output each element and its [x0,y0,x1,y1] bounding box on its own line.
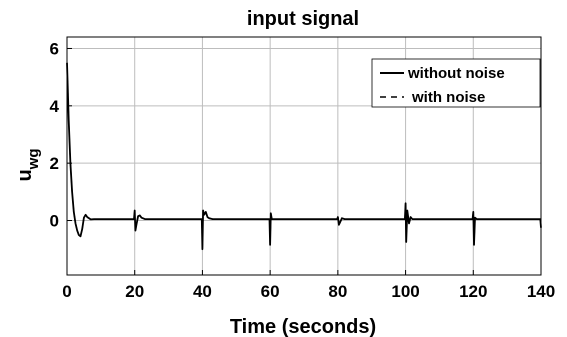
x-tick-label: 100 [391,282,419,301]
series-lines [66,62,542,251]
y-tick-label: 2 [50,154,59,173]
y-tick-label: 6 [50,39,59,58]
x-tick-label: 80 [328,282,347,301]
y-tick-label: 4 [50,97,60,116]
series-without-noise-line [66,62,542,251]
y-axis-label-main: u [14,169,36,181]
plot-frame [66,36,542,276]
legend-box [371,58,541,108]
x-tick-label: 0 [62,282,71,301]
x-tick-label: 60 [261,282,280,301]
x-tick-label: 120 [459,282,487,301]
axis-ticks: 0 20 40 60 80 100 120 140 0 2 4 6 [50,39,556,301]
x-tick-label: 140 [527,282,555,301]
legend-label-without-noise: without noise [407,65,505,82]
y-tick-label: 0 [50,212,59,231]
chart-title: input signal [247,8,359,30]
legend-label-with-noise: with noise [411,89,485,106]
y-axis-label: uwg [14,148,42,181]
y-axis-label-group: uwg [14,148,42,181]
x-axis-label: Time (seconds) [230,316,376,337]
y-axis-label-subscript: wg [25,148,42,170]
x-tick-label: 40 [193,282,212,301]
x-tick-label: 20 [125,282,144,301]
legend: without noise with noise [371,58,541,108]
